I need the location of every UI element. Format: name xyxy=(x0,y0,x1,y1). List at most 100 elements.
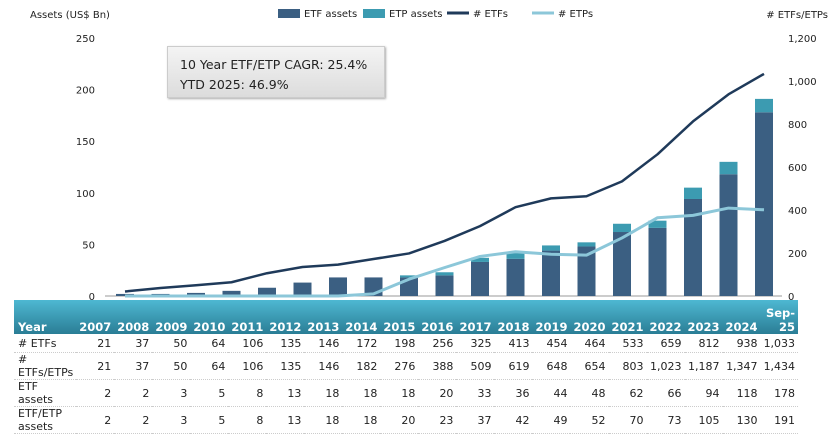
bar-etp-assets xyxy=(400,275,418,278)
table-cell: 21 xyxy=(76,334,115,353)
table-cell: 648 xyxy=(532,352,571,380)
table-cell: 66 xyxy=(646,379,685,407)
left-tick-label: 50 xyxy=(82,240,95,251)
table-cell: 36 xyxy=(494,379,533,407)
table-cell: 94 xyxy=(684,379,723,407)
table-header-row: Year 2007 2008 2009 2010 2011 2012 2013 2014 2015… xyxy=(14,300,799,334)
table-cell: 50 xyxy=(152,334,191,353)
table-cell: 388 xyxy=(418,352,457,380)
table-cell: 44 xyxy=(532,379,571,407)
year-col-header: 2013 xyxy=(307,320,340,334)
year-col-header: 2015 xyxy=(383,320,416,334)
table-row: # ETFs/ETPs 21 37 50 64 106 135 146 182 276 388 509… xyxy=(14,352,799,380)
bar-etf-assets xyxy=(187,292,205,296)
cagr-text: 10 Year ETF/ETP CAGR: 25.4% xyxy=(180,57,368,72)
table-cell: 5 xyxy=(190,379,229,407)
legend-label: # ETPs xyxy=(558,9,593,20)
table-cell: 812 xyxy=(684,334,723,353)
bar-etf-assets xyxy=(542,250,560,296)
bar-etp-assets xyxy=(648,220,667,228)
table-cell: 23 xyxy=(418,406,457,434)
year-col-header: 2016 xyxy=(421,320,454,334)
bar-etf-assets xyxy=(293,282,312,296)
table-cell: 50 xyxy=(152,352,191,380)
table-cell: 8 xyxy=(228,406,267,434)
bar-etp-assets xyxy=(542,245,560,251)
table-cell: 191 xyxy=(760,406,799,434)
bar-etf-assets xyxy=(435,275,454,296)
table-cell: 619 xyxy=(494,352,533,380)
table-cell: 464 xyxy=(570,334,609,353)
bar-etf-assets xyxy=(755,112,773,296)
data-table: Year 2007 2008 2009 2010 2011 2012 2013 2014 2015… xyxy=(14,300,799,434)
legend-label: # ETFs xyxy=(473,9,508,20)
bar-etp-assets xyxy=(506,252,525,259)
table-cell: 3 xyxy=(152,379,191,407)
bar-etf-assets xyxy=(577,246,596,296)
table-cell: 256 xyxy=(418,334,457,353)
table-cell: 2 xyxy=(114,406,153,434)
bar-etf-assets xyxy=(471,261,489,296)
table-cell: 659 xyxy=(646,334,685,353)
table-cell: 8 xyxy=(228,379,267,407)
table-cell: 3 xyxy=(152,406,191,434)
legend-label: ETF assets xyxy=(304,9,357,20)
bar-etf-assets xyxy=(506,258,525,296)
table-cell: 803 xyxy=(608,352,647,380)
table-cell: 198 xyxy=(380,334,419,353)
right-axis-label: # ETFs/ETPs xyxy=(766,10,828,21)
bar-etf-assets xyxy=(684,198,702,296)
left-axis-label: Assets (US$ Bn) xyxy=(30,10,110,21)
table-cell: 938 xyxy=(722,334,761,353)
year-col-header: 2012 xyxy=(269,320,302,334)
line-etfs-count xyxy=(124,72,765,293)
table-cell: 13 xyxy=(266,379,305,407)
legend-swatch xyxy=(278,9,300,18)
year-col-header: 2014 xyxy=(345,320,378,334)
table-cell: 325 xyxy=(456,334,495,353)
year-col-header: 2017 xyxy=(459,320,492,334)
table-cell: 62 xyxy=(608,379,647,407)
year-col-header: 2011 xyxy=(231,320,264,334)
table-row: ETF/ETP assets 2 2 3 5 8 13 18 18 20 23 37 42 49 52 70 7… xyxy=(14,406,799,434)
chart: Assets (US$ Bn) # ETFs/ETPs 0 50 100 150 200 25… xyxy=(30,9,828,300)
bar-etp-assets xyxy=(577,242,596,247)
table-cell: 130 xyxy=(722,406,761,434)
bar-etp-assets xyxy=(471,257,489,262)
table-cell: 454 xyxy=(532,334,571,353)
table-cell: 18 xyxy=(304,406,343,434)
table-cell: 21 xyxy=(76,352,115,380)
table-row: ETF assets 2 2 3 5 8 13 18 18 18 20 33 36 44 48 62 66 94 1… xyxy=(14,379,799,407)
year-col-header: 2024 xyxy=(725,320,758,334)
left-tick-label: 150 xyxy=(76,137,95,148)
table-cell: 18 xyxy=(380,379,419,407)
year-col-header: 2019 xyxy=(535,320,568,334)
bar-etp-assets xyxy=(755,98,773,113)
table-cell: 49 xyxy=(532,406,571,434)
table-cell: 48 xyxy=(570,379,609,407)
table-cell: 70 xyxy=(608,406,647,434)
bar-etf-assets xyxy=(648,227,667,296)
year-header: Year xyxy=(18,320,47,334)
year-col-header: 2007 xyxy=(79,320,112,334)
legend-label: ETP assets xyxy=(389,9,442,20)
table-cell: 2 xyxy=(76,379,115,407)
year-col-header: 2020 xyxy=(573,320,606,334)
right-tick-label: 0 xyxy=(788,292,794,300)
year-col-header: 2009 xyxy=(155,320,188,334)
bar-etp-assets xyxy=(719,161,738,175)
table-cell: 135 xyxy=(266,352,305,380)
table-cell: 18 xyxy=(342,379,381,407)
table-cell: 182 xyxy=(342,352,381,380)
year-col-header: 2023 xyxy=(687,320,720,334)
year-col-header: 2008 xyxy=(117,320,150,334)
bar-etp-assets xyxy=(435,272,454,276)
table-cell: 64 xyxy=(190,334,229,353)
table-cell: 18 xyxy=(342,406,381,434)
right-tick-label: 600 xyxy=(788,163,807,174)
table-cell: 413 xyxy=(494,334,533,353)
bar-etf-assets xyxy=(719,174,738,296)
table-cell: 37 xyxy=(114,334,153,353)
table-cell: 1,023 xyxy=(646,352,685,380)
right-tick-label: 200 xyxy=(788,249,807,260)
